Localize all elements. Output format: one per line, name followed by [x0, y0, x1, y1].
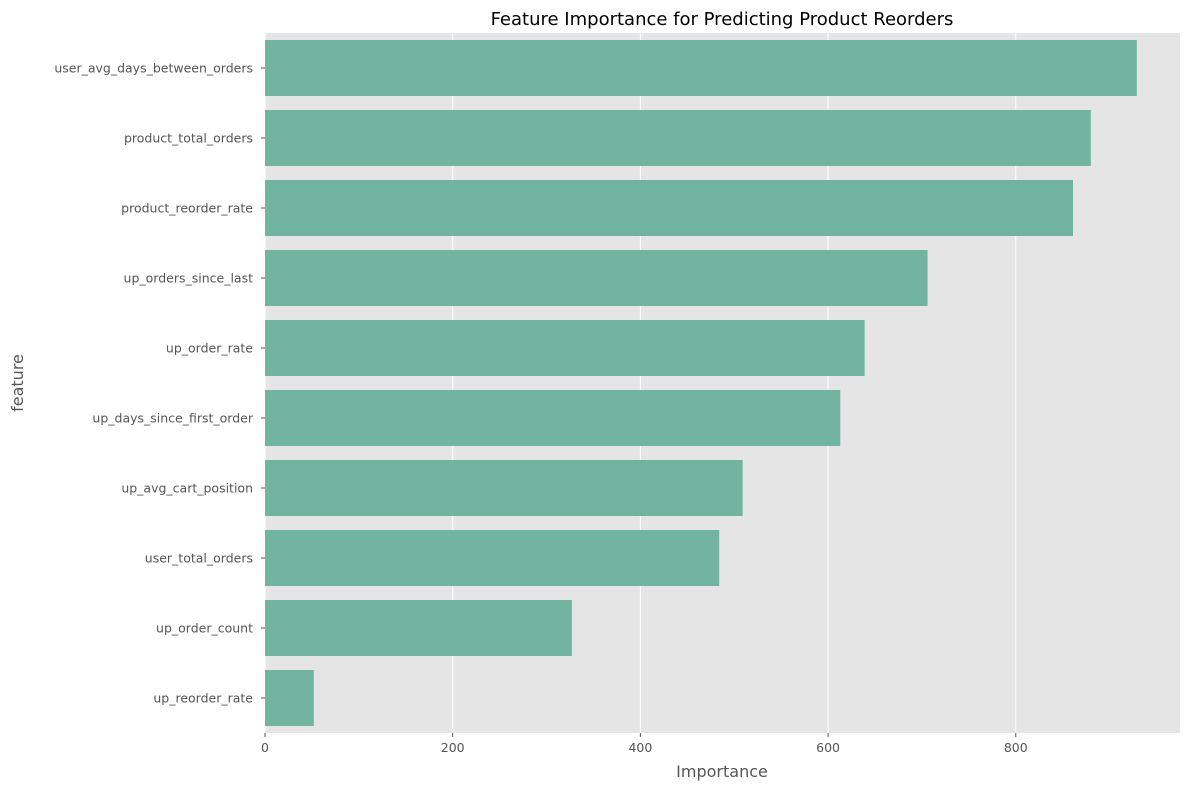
y-tick-label: product_total_orders [124, 131, 253, 146]
y-axis-label: feature [8, 354, 27, 412]
y-tick-label: up_order_rate [166, 341, 253, 356]
bar-up_reorder_rate [265, 670, 314, 726]
x-tick-label: 600 [816, 740, 840, 755]
bar-up_order_rate [265, 320, 865, 376]
bar-user_total_orders [265, 530, 720, 586]
y-tick-label: up_order_count [156, 621, 253, 636]
y-tick-label: up_orders_since_last [124, 271, 254, 286]
x-tick-label: 400 [628, 740, 652, 755]
y-tick-label: user_total_orders [145, 551, 253, 566]
y-tick-label: user_avg_days_between_orders [54, 61, 253, 76]
x-tick-label: 200 [441, 740, 465, 755]
chart-title: Feature Importance for Predicting Produc… [491, 9, 954, 30]
bar-product_total_orders [265, 110, 1091, 166]
x-tick-label: 800 [1004, 740, 1028, 755]
bar-up_avg_cart_position [265, 460, 743, 516]
x-axis-label: Importance [676, 762, 768, 781]
bars [265, 40, 1137, 726]
x-tick-label: 0 [261, 740, 269, 755]
bar-product_reorder_rate [265, 180, 1074, 236]
y-tick-label: up_reorder_rate [153, 691, 253, 706]
bar-user_avg_days_between_orders [265, 40, 1137, 96]
x-ticks: 0 200 400 600 800 [261, 733, 1028, 755]
bar-up_days_since_first_order [265, 390, 841, 446]
y-tick-labels: user_avg_days_between_orders product_tota… [54, 61, 265, 706]
y-tick-label: up_days_since_first_order [92, 411, 253, 426]
bar-up_order_count [265, 600, 572, 656]
y-tick-label: up_avg_cart_position [121, 481, 253, 496]
bar-up_orders_since_last [265, 250, 928, 306]
y-tick-label: product_reorder_rate [121, 201, 253, 216]
